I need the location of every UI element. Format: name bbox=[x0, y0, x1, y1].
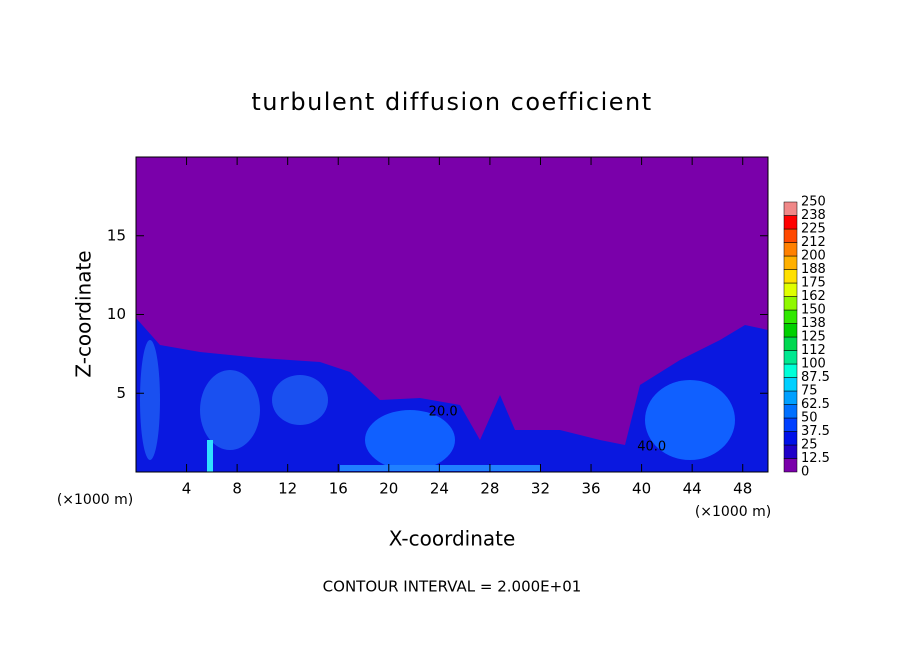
colorbar-box bbox=[783, 350, 798, 365]
colorbar-box bbox=[783, 444, 798, 459]
colorbar-label: 250 bbox=[801, 195, 826, 210]
x-unit-label: (×1000 m) bbox=[57, 492, 133, 508]
field-region bbox=[200, 370, 260, 450]
field-region bbox=[645, 380, 735, 460]
colorbar-label: 75 bbox=[801, 384, 818, 399]
colorbar-label: 188 bbox=[801, 262, 826, 277]
colorbar-box bbox=[783, 215, 798, 230]
colorbar-label: 37.5 bbox=[801, 424, 830, 439]
footnote: CONTOUR INTERVAL = 2.000E+01 bbox=[323, 578, 582, 596]
x-tick-label: 12 bbox=[278, 480, 297, 498]
colorbar-box bbox=[783, 242, 798, 257]
colorbar-label: 162 bbox=[801, 289, 826, 304]
field bbox=[136, 318, 768, 472]
colorbar-label: 112 bbox=[801, 343, 826, 358]
x-tick-label: 44 bbox=[683, 480, 702, 498]
colorbar-label: 200 bbox=[801, 249, 826, 264]
colorbar-box bbox=[783, 228, 798, 243]
x-tick-label: 4 bbox=[182, 480, 192, 498]
colorbar-box bbox=[783, 390, 798, 405]
colorbar-box bbox=[783, 404, 798, 419]
colorbar-label: 0 bbox=[801, 465, 809, 480]
x-unit-label: (×1000 m) bbox=[695, 504, 771, 520]
x-axis-label: X-coordinate bbox=[389, 527, 516, 551]
colorbar-box bbox=[783, 255, 798, 270]
colorbar-box bbox=[783, 323, 798, 338]
colorbar-box bbox=[783, 269, 798, 284]
colorbar-label: 50 bbox=[801, 411, 818, 426]
x-tick-label: 48 bbox=[733, 480, 752, 498]
contour-label: 40.0 bbox=[637, 439, 666, 454]
x-tick-label: 16 bbox=[329, 480, 348, 498]
colorbar-box bbox=[783, 201, 798, 216]
colorbar-label: 25 bbox=[801, 438, 818, 453]
y-tick-label: 5 bbox=[116, 384, 126, 402]
colorbar-label: 175 bbox=[801, 276, 826, 291]
x-tick-label: 8 bbox=[232, 480, 242, 498]
field-region bbox=[207, 440, 213, 472]
x-tick-label: 40 bbox=[632, 480, 651, 498]
colorbar-label: 138 bbox=[801, 316, 826, 331]
field-region bbox=[272, 375, 328, 425]
colorbar-box bbox=[783, 336, 798, 351]
colorbar-label: 87.5 bbox=[801, 370, 830, 385]
colorbar-box bbox=[783, 417, 798, 432]
y-tick-label: 10 bbox=[107, 305, 126, 323]
colorbar-box bbox=[783, 458, 798, 473]
x-tick-label: 24 bbox=[430, 480, 449, 498]
x-tick-label: 32 bbox=[531, 480, 550, 498]
colorbar-label: 238 bbox=[801, 208, 826, 223]
y-axis-label: Z-coordinate bbox=[72, 250, 96, 377]
colorbar-label: 225 bbox=[801, 222, 826, 237]
x-tick-label: 20 bbox=[379, 480, 398, 498]
colorbar-box bbox=[783, 431, 798, 446]
field-region bbox=[365, 410, 455, 470]
field-region bbox=[340, 465, 540, 471]
x-tick-label: 28 bbox=[480, 480, 499, 498]
colorbar-label: 62.5 bbox=[801, 397, 830, 412]
contour-label: 20.0 bbox=[429, 405, 458, 420]
field-region bbox=[140, 340, 160, 460]
colorbar-label: 150 bbox=[801, 303, 826, 318]
x-tick-label: 36 bbox=[581, 480, 600, 498]
colorbar-label: 125 bbox=[801, 330, 826, 345]
colorbar-box bbox=[783, 363, 798, 378]
colorbar-box bbox=[783, 377, 798, 392]
chart-title: turbulent diffusion coefficient bbox=[251, 88, 652, 116]
y-tick-label: 15 bbox=[107, 226, 126, 244]
colorbar-box bbox=[783, 309, 798, 324]
colorbar-box bbox=[783, 296, 798, 311]
colorbar-box bbox=[783, 282, 798, 297]
colorbar-label: 212 bbox=[801, 235, 826, 250]
colorbar-label: 12.5 bbox=[801, 451, 830, 466]
field-region bbox=[136, 318, 768, 472]
colorbar-label: 100 bbox=[801, 357, 826, 372]
